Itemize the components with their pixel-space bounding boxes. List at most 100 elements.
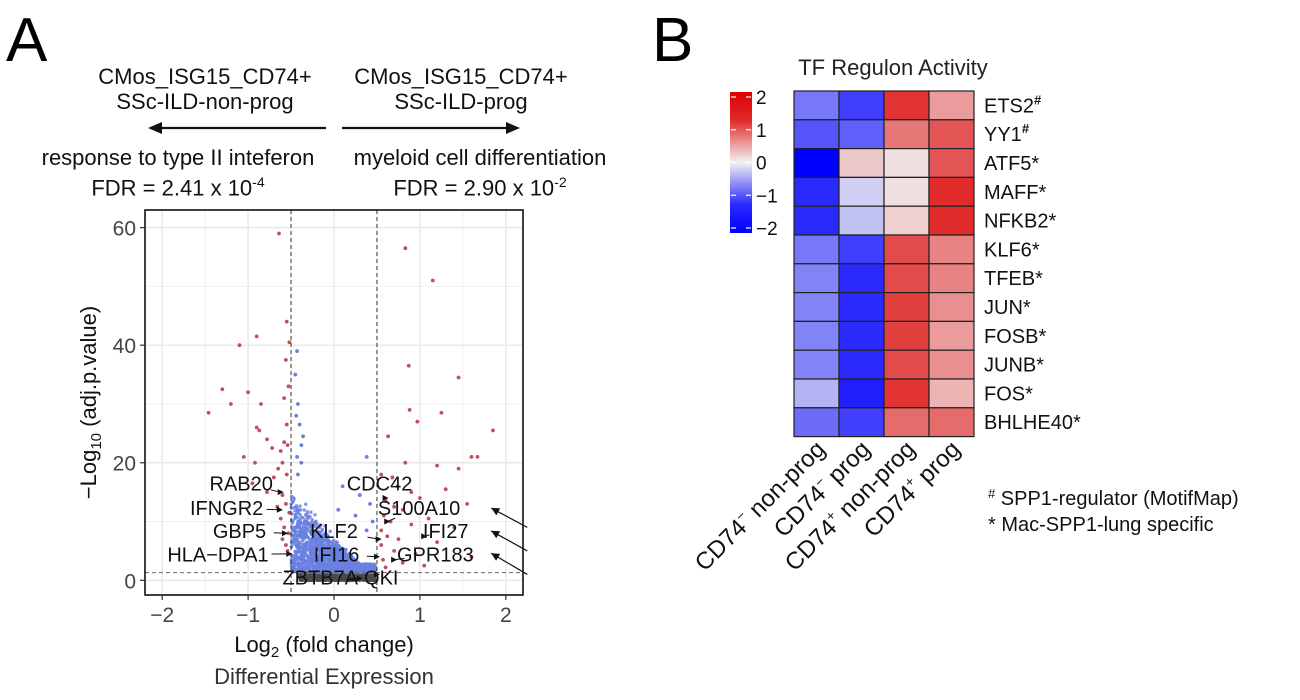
y-tick-label: 20 bbox=[113, 453, 136, 476]
data-point-significant bbox=[277, 231, 281, 236]
data-point-cloud bbox=[310, 560, 314, 565]
data-point-ns bbox=[345, 576, 350, 581]
data-point-cloud bbox=[296, 519, 300, 523]
data-point-significant bbox=[395, 484, 400, 489]
grid bbox=[145, 210, 523, 595]
data-point-significant bbox=[491, 428, 495, 433]
heatmap-cell bbox=[928, 292, 975, 323]
data-point-cloud bbox=[299, 526, 304, 531]
data-point-large-fold-change-only bbox=[301, 434, 305, 439]
data-point-cloud bbox=[301, 556, 306, 561]
data-point-cloud bbox=[291, 540, 295, 544]
data-point-cloud bbox=[290, 528, 295, 532]
data-point-significant bbox=[407, 407, 412, 412]
data-point-significant bbox=[271, 475, 276, 480]
heatmap-cell bbox=[883, 292, 930, 323]
data-point-ns bbox=[301, 578, 305, 582]
data-point-cloud bbox=[347, 552, 351, 557]
data-point-cloud bbox=[298, 513, 302, 517]
heatmap-cell bbox=[793, 234, 840, 265]
data-point-cloud bbox=[315, 557, 319, 561]
external-arrow-head bbox=[491, 530, 501, 539]
data-point-cloud bbox=[358, 568, 362, 572]
legend-item: * Mac-SPP1-lung specific bbox=[988, 514, 1214, 536]
data-point-cloud bbox=[305, 510, 310, 514]
data-point-large-fold-change-only bbox=[370, 519, 375, 524]
row-label-fos: FOS* bbox=[984, 383, 1033, 405]
data-point-cloud bbox=[325, 534, 329, 538]
heatmap-cell bbox=[793, 320, 840, 351]
data-point-cloud bbox=[353, 560, 358, 565]
row-label-maff: MAFF* bbox=[984, 182, 1046, 204]
heatmap-cell bbox=[883, 349, 930, 380]
heatmap-cell bbox=[793, 292, 840, 323]
colorbar-tick-label: 1 bbox=[756, 121, 767, 142]
heatmap-cell bbox=[883, 205, 930, 236]
data-point-significant bbox=[280, 493, 285, 497]
data-point-significant bbox=[443, 487, 448, 492]
data-point-significant bbox=[392, 549, 397, 553]
gene-label-qki: QKI bbox=[364, 567, 398, 589]
row-label-yy1: YY1# bbox=[984, 121, 1030, 146]
data-point-cloud bbox=[308, 514, 312, 519]
x-tick-label: 2 bbox=[500, 604, 512, 627]
heatmap-cell bbox=[928, 148, 975, 179]
right-arrow bbox=[342, 122, 520, 134]
label-pointer-head bbox=[373, 571, 380, 578]
data-point-significant bbox=[418, 496, 422, 500]
left-group-line1: CMos_ISG15_CD74+ bbox=[98, 64, 312, 89]
heatmap-cell bbox=[928, 205, 975, 236]
data-point-large-fold-change-only bbox=[353, 513, 358, 518]
data-point-significant bbox=[392, 504, 397, 509]
row-label-junb: JUNB* bbox=[984, 355, 1044, 377]
data-point-significant bbox=[390, 475, 395, 480]
gene-label-ifi16: IFI16 bbox=[314, 544, 360, 566]
data-point-large-fold-change-only bbox=[340, 484, 345, 489]
label-pointer-head bbox=[282, 530, 289, 537]
data-point-cloud bbox=[323, 524, 327, 528]
data-point-cloud bbox=[332, 553, 337, 557]
data-points bbox=[206, 231, 495, 583]
data-point-cloud bbox=[319, 555, 324, 559]
data-point-ns bbox=[331, 574, 336, 579]
colorbar-tick-label: 2 bbox=[756, 88, 767, 109]
data-point-cloud bbox=[335, 552, 340, 556]
data-point-cloud bbox=[330, 544, 334, 548]
label-pointer-head bbox=[286, 550, 293, 557]
data-point-cloud bbox=[297, 549, 301, 553]
data-point-significant bbox=[265, 490, 269, 495]
data-point-cloud bbox=[310, 520, 314, 524]
data-point-significant bbox=[265, 437, 269, 442]
colorbar-tick-label: −2 bbox=[756, 219, 778, 240]
data-point-significant bbox=[379, 528, 384, 533]
x-tick-label: −1 bbox=[236, 604, 260, 627]
data-point-cloud bbox=[324, 538, 329, 543]
data-point-significant bbox=[250, 481, 255, 486]
data-point-significant bbox=[278, 449, 283, 453]
data-point-cloud bbox=[309, 529, 313, 533]
data-point-cloud bbox=[321, 543, 325, 547]
data-point-cloud bbox=[368, 563, 372, 567]
data-point-ns bbox=[363, 576, 368, 581]
threshold-lines bbox=[145, 210, 523, 595]
heatmap-cell bbox=[928, 378, 975, 409]
colorbar: 2 1 0 −1 −2 bbox=[730, 88, 778, 240]
data-point-significant bbox=[286, 531, 291, 536]
heatmap-cell bbox=[928, 176, 975, 207]
y-tick-label: 0 bbox=[124, 570, 136, 593]
data-point-significant bbox=[456, 375, 461, 380]
row-label-ets2: ETS2# bbox=[984, 92, 1042, 117]
data-point-cloud bbox=[305, 513, 309, 517]
data-point-cloud bbox=[298, 504, 302, 508]
heatmap-cell bbox=[838, 90, 885, 121]
right-group-line1: CMos_ISG15_CD74+ bbox=[354, 64, 568, 89]
data-point-cloud bbox=[320, 528, 325, 532]
data-point-cloud bbox=[304, 549, 308, 554]
data-point-cloud bbox=[308, 556, 313, 560]
heatmap-cell bbox=[883, 320, 930, 351]
data-point-cloud bbox=[334, 549, 339, 553]
data-point-significant bbox=[475, 454, 480, 459]
external-arrow-head bbox=[491, 508, 501, 516]
heatmap-cell bbox=[928, 90, 975, 121]
data-point-ns bbox=[342, 578, 346, 582]
